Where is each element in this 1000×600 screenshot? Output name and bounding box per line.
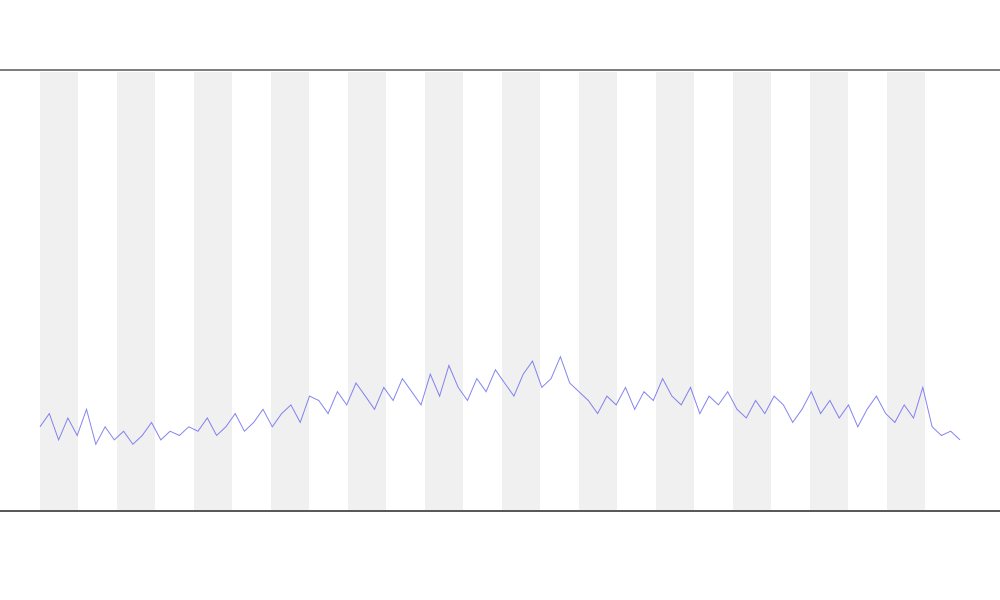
background-bands <box>40 72 925 510</box>
band <box>810 72 848 510</box>
band <box>502 72 540 510</box>
band <box>656 72 694 510</box>
band <box>733 72 771 510</box>
band <box>348 72 386 510</box>
band <box>579 72 617 510</box>
band <box>271 72 309 510</box>
band <box>117 72 155 510</box>
band <box>194 72 232 510</box>
band <box>425 72 463 510</box>
series-line <box>39 355 961 446</box>
band <box>40 72 78 510</box>
band <box>887 72 925 510</box>
